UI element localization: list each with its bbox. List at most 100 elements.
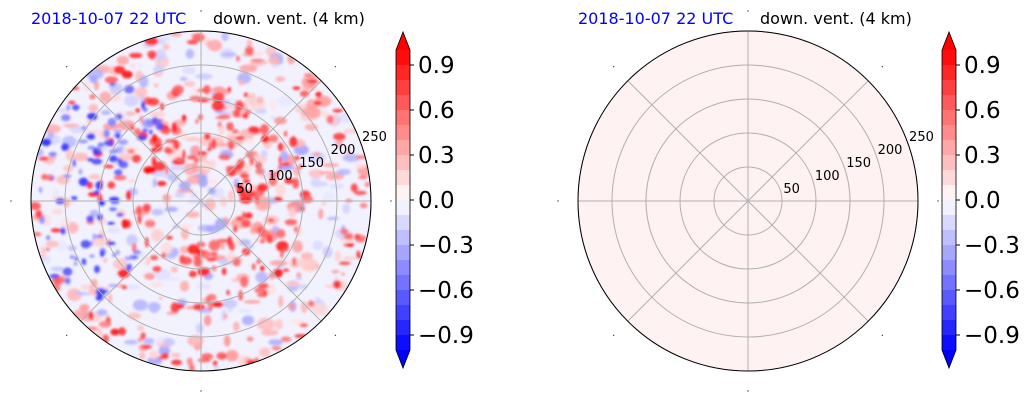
- field-ring-104: [147, 97, 160, 106]
- field-speckle-38: [116, 55, 130, 66]
- field-ring-121: [244, 109, 252, 115]
- field-ring-98: [292, 177, 300, 189]
- panel-left-edge-tick-0: [390, 200, 392, 202]
- field-edge-23: [299, 323, 308, 328]
- field-edge-18: [212, 360, 218, 367]
- field-speckle-306: [255, 271, 269, 283]
- field-edge-14: [244, 46, 254, 56]
- field-edge-54: [171, 359, 183, 366]
- field-speckle-413: [249, 155, 268, 164]
- field-ring-65: [235, 215, 244, 222]
- field-blue-84: [142, 107, 148, 112]
- field-speckle-316: [275, 76, 286, 82]
- field-edge-58: [333, 132, 346, 141]
- field-edge-34: [216, 352, 227, 360]
- field-speckle-245: [219, 196, 228, 207]
- field-edge-11: [117, 327, 127, 336]
- panel-right-edge-tick-225: [612, 334, 615, 337]
- colorbar-left-tick-label-2: 0.3: [418, 143, 455, 169]
- panel-left-edge-ticks: [10, 10, 392, 392]
- field-ring-186: [281, 162, 291, 167]
- field-speckle-218: [336, 168, 351, 176]
- field-ring-147: [232, 257, 241, 267]
- panel-right-radial-tick-150: 150: [846, 156, 871, 171]
- field-edge-49: [31, 202, 41, 211]
- field-ring-103: [209, 251, 218, 257]
- field-speckle-185: [89, 209, 100, 218]
- field-blue-48: [80, 239, 91, 249]
- field-blue-76: [60, 227, 66, 235]
- field-edge-56: [339, 228, 349, 235]
- field-speckle-374: [45, 240, 59, 248]
- field-speckle-199: [208, 187, 216, 195]
- field-blue-22: [78, 177, 89, 187]
- field-ring-148: [284, 177, 294, 185]
- field-speckle-317: [269, 260, 288, 266]
- field-speckle-322: [300, 301, 308, 314]
- field-ring-100: [202, 85, 211, 95]
- field-speckle-296: [300, 252, 313, 260]
- field-speckle-304: [52, 187, 59, 199]
- field-edge-66: [33, 231, 42, 237]
- field-speckle-12: [88, 104, 99, 113]
- field-speckle-402: [203, 314, 212, 327]
- field-speckle-77: [222, 298, 238, 309]
- field-edge-45: [141, 344, 153, 349]
- field-ring-0: [278, 155, 282, 166]
- field-blue-82: [73, 262, 78, 266]
- field-edge-31: [35, 210, 43, 219]
- field-speckle-208: [340, 239, 354, 243]
- field-speckle-138: [232, 321, 240, 332]
- field-edge-69: [197, 358, 211, 363]
- field-blue-56: [41, 138, 52, 147]
- field-speckle-74: [166, 311, 175, 316]
- field-speckle-411: [214, 142, 230, 147]
- field-ring-228: [144, 219, 156, 228]
- field-speckle-44: [201, 297, 207, 304]
- field-ring-59: [131, 154, 141, 163]
- field-speckle-403: [292, 240, 303, 253]
- field-ring-207: [164, 148, 175, 155]
- colorbar-right-extend-min: [942, 350, 956, 368]
- field-speckle-271: [355, 162, 366, 169]
- colorbar-left-level-10: [396, 200, 410, 216]
- colorbar-left-level-11: [396, 215, 410, 231]
- field-blue-6: [64, 277, 71, 285]
- panel-left-grid: [30, 30, 372, 372]
- field-speckle-318: [275, 183, 286, 197]
- field-blue-32: [46, 235, 51, 241]
- field-ring-101: [197, 88, 206, 93]
- field-ring-136: [193, 257, 203, 267]
- panel-right-edge-tick-0: [937, 200, 939, 202]
- field-ring-173: [135, 205, 143, 214]
- field-speckle-344: [179, 280, 190, 292]
- panel-left-radial-tick-150: 150: [299, 156, 324, 171]
- field-ring-223: [284, 246, 289, 251]
- field-blue-67: [100, 250, 105, 258]
- field-ring-142: [278, 164, 282, 170]
- panel-left-radial-ticks: 50 100 150 200 250: [236, 130, 386, 197]
- field-speckle-384: [162, 43, 170, 51]
- field-blue-77: [124, 84, 135, 94]
- field-speckle-334: [244, 162, 253, 172]
- field-blue-42: [115, 249, 120, 255]
- field-speckle-354: [204, 198, 216, 211]
- field-blue-5: [70, 196, 78, 201]
- field-speckle-133: [314, 296, 320, 301]
- field-speckle-308: [321, 110, 330, 118]
- field-edge-62: [68, 100, 76, 105]
- field-speckle-83: [208, 178, 218, 185]
- field-ring-168: [175, 156, 184, 163]
- field-speckle-266: [273, 116, 287, 125]
- field-ring-169: [227, 140, 235, 151]
- field-speckle-375: [221, 52, 237, 57]
- colorbar-left-tick-label-5: −0.6: [418, 278, 474, 304]
- field-speckle-373: [177, 224, 195, 229]
- colorbar-right-tick-label-6: −0.9: [964, 323, 1020, 349]
- panel-right-radial-tick-100: 100: [815, 169, 840, 184]
- panel-right-radial-tick-200: 200: [878, 143, 903, 158]
- field-edge-64: [354, 233, 361, 240]
- field-speckle-350: [66, 288, 82, 302]
- colorbar-left-tick-label-4: −0.3: [418, 233, 474, 259]
- field-ring-40: [298, 164, 303, 170]
